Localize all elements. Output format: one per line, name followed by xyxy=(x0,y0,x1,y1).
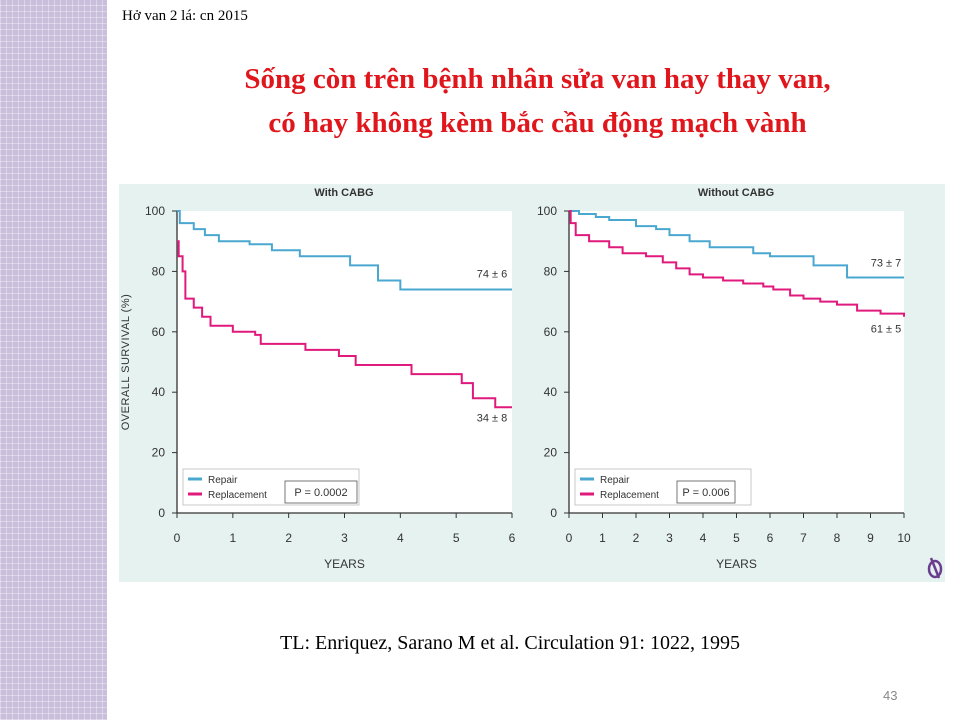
y-tick-label: 40 xyxy=(544,385,558,399)
p-value-2: P = 0.006 xyxy=(682,487,729,499)
x-tick-label: 2 xyxy=(285,531,292,545)
chart-panel: With CABG 0 20 40 60 80 100 0 1 2 3 4 5 6 YEARS OVERALL… xyxy=(119,184,945,582)
series-line-repair xyxy=(569,210,904,279)
y-tick-label: 100 xyxy=(145,204,165,218)
end-label-repair: 74 ± 6 xyxy=(477,269,508,281)
end-label-replacement: 61 ± 5 xyxy=(871,324,902,336)
y-tick-label: 20 xyxy=(544,446,558,460)
x-tick-label: 6 xyxy=(767,531,774,545)
x-tick-label: 4 xyxy=(397,531,404,545)
x-axis-label-1: YEARS xyxy=(324,557,365,571)
y-tick-label: 60 xyxy=(152,325,166,339)
y-tick-label: 80 xyxy=(544,264,558,278)
y-axis-label: OVERALL SURVIVAL (%) xyxy=(120,294,132,431)
x-tick-label: 5 xyxy=(453,531,460,545)
x-tick-label: 4 xyxy=(700,531,707,545)
y-tick-label: 40 xyxy=(152,385,166,399)
x-tick-label: 0 xyxy=(566,531,573,545)
p-value-box-1 xyxy=(284,480,358,504)
slide-title-line-1: Sống còn trên bệnh nhân sửa van hay thay… xyxy=(244,63,831,95)
series-line-replacement xyxy=(569,210,905,317)
chart-title-2: Without CABG xyxy=(698,187,774,199)
y-tick-label: 60 xyxy=(544,325,558,339)
x-tick-label: 1 xyxy=(229,531,236,545)
y-tick-label: 80 xyxy=(152,264,166,278)
x-axis-label-2: YEARS xyxy=(716,557,757,571)
page-number: 43 xyxy=(883,688,898,703)
legend-label-replacement: Replacement xyxy=(208,490,267,501)
series-line-replacement xyxy=(177,240,512,409)
x-tick-label: 1 xyxy=(599,531,606,545)
x-tick-label: 8 xyxy=(834,531,841,545)
plot-area-1 xyxy=(177,211,512,513)
y-tick-label: 0 xyxy=(158,506,165,520)
x-tick-label: 3 xyxy=(341,531,348,545)
reference-citation: TL: Enriquez, Sarano M et al. Circulatio… xyxy=(280,632,740,654)
top-note: Hở van 2 lá: cn 2015 xyxy=(122,8,248,24)
legend-label-repair: Repair xyxy=(600,475,630,486)
x-tick-label: 0 xyxy=(174,531,181,545)
x-tick-label: 9 xyxy=(867,531,874,545)
plot-area-2 xyxy=(569,211,904,513)
p-value-1: P = 0.0002 xyxy=(294,487,347,499)
y-tick-label: 0 xyxy=(550,506,557,520)
x-tick-label: 10 xyxy=(897,531,911,545)
chart-title-1: With CABG xyxy=(314,187,373,199)
y-tick-label: 20 xyxy=(152,446,166,460)
end-label-replacement: 34 ± 8 xyxy=(477,412,508,424)
legend-label-replacement: Replacement xyxy=(600,490,659,501)
x-tick-label: 2 xyxy=(633,531,640,545)
x-tick-label: 5 xyxy=(733,531,740,545)
x-tick-label: 6 xyxy=(509,531,516,545)
slide-title-line-2: có hay không kèm bắc cầu động mạch vành xyxy=(268,107,807,139)
x-tick-label: 3 xyxy=(666,531,673,545)
legend-label-repair: Repair xyxy=(208,475,238,486)
sidebar-decoration xyxy=(0,0,107,720)
x-tick-label: 7 xyxy=(800,531,807,545)
p-value-box-2 xyxy=(676,480,736,504)
end-label-repair: 73 ± 7 xyxy=(871,257,902,269)
logo-icon xyxy=(926,554,944,585)
y-tick-label: 100 xyxy=(537,204,557,218)
series-line-repair xyxy=(177,210,512,291)
